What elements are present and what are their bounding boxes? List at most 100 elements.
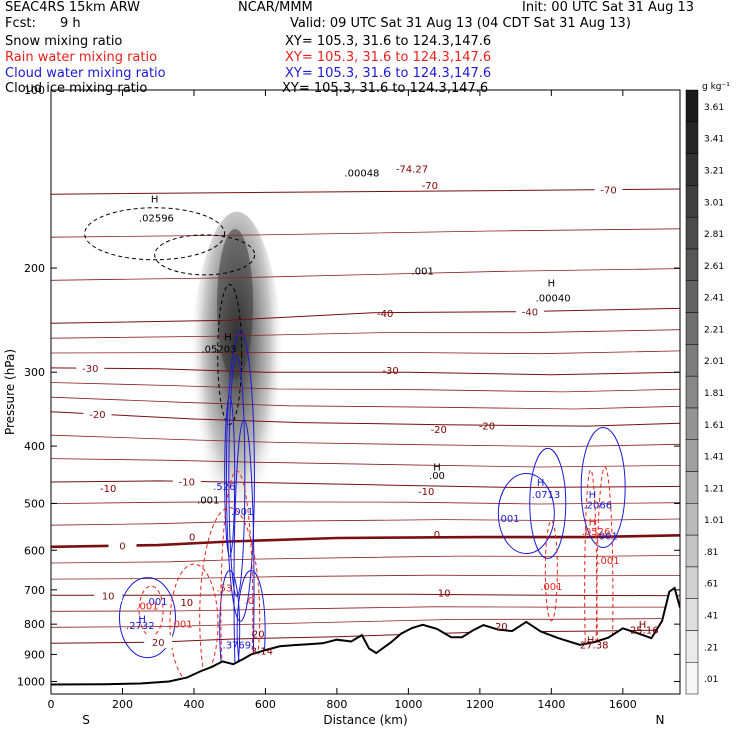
colorbar-swatch <box>685 89 699 123</box>
isotherm-minor <box>51 518 680 526</box>
contour-label: H <box>433 463 441 474</box>
isotherm-minor <box>51 329 680 339</box>
y-axis-label: Pressure (hPa) <box>3 349 17 435</box>
contour-label: .2066 <box>583 501 612 512</box>
contour-label: -20 <box>431 425 447 436</box>
isotherm-6 <box>51 593 680 597</box>
plot-area: -70 -40 -30 -20 -10 0 10 20 H .02596 .00048 -74.27.… <box>51 90 680 694</box>
x-tick-label: 600 <box>255 698 276 711</box>
contour-label: H <box>589 518 597 529</box>
x-tick-label: 0 <box>48 698 55 711</box>
field-name-cloud-water: Cloud water mixing ratio <box>5 66 166 81</box>
colorbar-label: 1.81 <box>704 389 724 399</box>
colorbar-label: 1.01 <box>704 516 724 526</box>
colorbar-label: 2.01 <box>704 357 724 367</box>
colorbar-swatch <box>685 153 699 186</box>
colorbar-swatch <box>685 280 699 313</box>
isotherm-label: 0 <box>119 542 125 553</box>
cloud-water-contour <box>497 472 555 554</box>
y-tick-label: 200 <box>24 262 45 275</box>
colorbar-swatch <box>685 661 699 695</box>
contour-label: -20 <box>479 422 495 433</box>
contour-label: 0 <box>189 533 195 544</box>
fcst-label: Fcst: <box>5 16 36 31</box>
contour-label: 25.16 <box>630 626 659 637</box>
x-end-label-south: S <box>82 713 90 727</box>
contour-label: H <box>548 279 556 290</box>
contour-label: .001 <box>597 556 619 567</box>
y-tick-label: 400 <box>24 440 45 453</box>
model-title: SEAC4RS 15km ARW <box>5 0 141 15</box>
contour-label: .3769 <box>223 641 252 652</box>
contour-label: H <box>537 478 545 489</box>
cloud-ice-contour <box>84 207 226 261</box>
field-xy-cloud-ice: XY= 105.3, 31.6 to 124.3,147.6 <box>282 81 489 96</box>
colorbar-swatch <box>685 375 699 409</box>
contour-label: .526 <box>213 482 235 493</box>
isotherm-4 <box>51 480 680 489</box>
cloud-water-contour <box>580 427 626 549</box>
isotherm-minor <box>51 350 680 355</box>
contour-label: .001 <box>231 507 253 518</box>
isotherm-label-bg <box>83 407 112 421</box>
y-tick-label: 600 <box>24 544 45 557</box>
rain-water-contour <box>199 507 261 694</box>
isotherm-label: -70 <box>600 186 616 197</box>
contour-label: .001 <box>136 601 158 612</box>
isotherm-2 <box>51 367 680 376</box>
colorbar-label: 3.41 <box>704 135 724 145</box>
rain-water-contour <box>544 520 558 622</box>
cloud-water-contour <box>529 447 567 559</box>
terrain-fill <box>51 588 680 694</box>
axes: 0 200 400 600 800 1000 1200 1400 160010009008007… <box>3 84 681 727</box>
field-xy-cloud-water: XY= 105.3, 31.6 to 124.3,147.6 <box>285 66 492 81</box>
isotherm-minor <box>51 228 680 238</box>
contour-label: .00040 <box>536 294 571 305</box>
isotherm-label-bg <box>172 474 201 488</box>
contour-label: -74.27 <box>396 165 428 176</box>
y-tick-label: 900 <box>24 648 45 661</box>
colorbar-swatch <box>685 471 699 504</box>
colorbar-swatch <box>685 344 699 377</box>
x-tick-label: 1200 <box>466 698 494 711</box>
contour-label: .001 <box>197 495 219 506</box>
contour-label: -70 <box>422 181 438 192</box>
x-axis-label: Distance (km) <box>323 713 407 727</box>
isotherm-1 <box>51 307 680 324</box>
colorbar: .01 .21 .41 .61 .81 1.01 1.21 1.41 1.61 1.81 2.01 2… <box>685 82 730 695</box>
contour-label: 3.14 <box>251 646 273 657</box>
contour-label: .001 <box>540 582 562 593</box>
x-tick-label: 1600 <box>609 698 637 711</box>
field-xy-snow: XY= 105.3, 31.6 to 124.3,147.6 <box>285 34 492 49</box>
isotherm-label-bg <box>76 361 105 375</box>
contour-label: .0526 <box>582 527 611 538</box>
colorbar-swatch <box>685 248 699 281</box>
terrain-line <box>51 586 680 686</box>
isotherm-0 <box>51 188 680 195</box>
colorbar-swatch <box>685 630 699 663</box>
isotherm-minor <box>51 574 680 580</box>
colorbar-label: 2.81 <box>704 230 724 240</box>
cloud-ice-contour <box>154 234 256 276</box>
colorbar-swatch <box>685 503 699 536</box>
contour-label: 0 <box>434 530 440 541</box>
rain-water-contour <box>596 466 614 694</box>
contour-label: -10 <box>418 487 434 498</box>
isotherm-label: -10 <box>179 477 195 488</box>
contour-label: .00 <box>429 471 445 482</box>
y-tick-label: 700 <box>24 584 45 597</box>
rain-water-contour <box>169 563 219 685</box>
isotherm-3 <box>51 411 680 427</box>
isotherm-5 <box>51 534 680 549</box>
rain-water-contour <box>220 470 254 694</box>
field-name-rain: Rain water mixing ratio <box>5 50 158 65</box>
colorbar-unit: g kg⁻¹ <box>702 82 730 92</box>
colorbar-label: 2.41 <box>704 294 724 304</box>
x-tick-label: 1000 <box>394 698 422 711</box>
colorbar-swatch <box>685 407 699 440</box>
colorbar-swatch <box>685 566 699 599</box>
contour-label: -40 <box>377 309 393 320</box>
colorbar-label: 3.21 <box>704 166 724 176</box>
colorbar-label: .61 <box>704 580 718 590</box>
contour-label: .001 <box>497 514 519 525</box>
